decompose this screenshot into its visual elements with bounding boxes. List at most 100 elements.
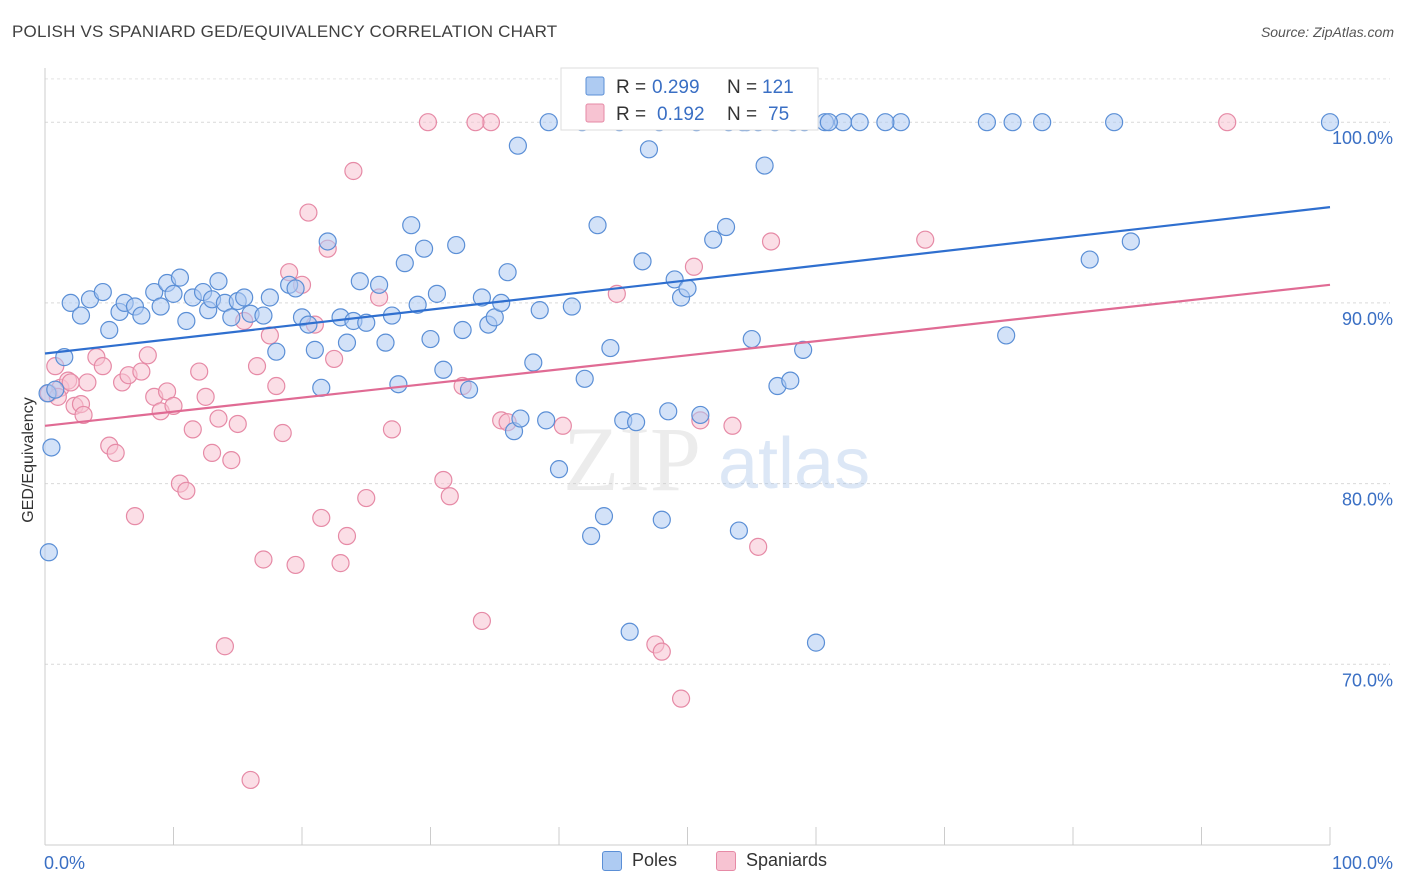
y-tick-label-2: 80.0% bbox=[1342, 490, 1393, 510]
poles-point-14 bbox=[164, 284, 183, 303]
spaniards-point-29 bbox=[228, 414, 247, 434]
spaniards-point-67 bbox=[723, 416, 742, 435]
spaniards-point-22 bbox=[183, 420, 202, 439]
poles-point-56 bbox=[472, 288, 491, 307]
spaniards-point-44 bbox=[325, 349, 344, 369]
spaniards-point-42 bbox=[312, 508, 331, 528]
spaniards-point-54 bbox=[434, 470, 453, 490]
watermark-atlas: atlas bbox=[718, 424, 870, 504]
poles-point-62 bbox=[511, 409, 530, 428]
poles-point-71 bbox=[594, 507, 614, 526]
poles-point-54 bbox=[453, 320, 472, 340]
poles-point-10 bbox=[132, 306, 151, 325]
y-tick-label-0: 100.0% bbox=[1332, 128, 1393, 148]
spaniards-point-50 bbox=[382, 420, 402, 439]
poles-point-16 bbox=[177, 311, 196, 331]
trend-lines bbox=[44, 206, 1331, 427]
legend-spaniards-n-label: N = bbox=[727, 104, 757, 125]
poles-point-25 bbox=[235, 288, 254, 307]
spaniards-point-33 bbox=[254, 550, 273, 569]
tick-labels: 100.0% 90.0% 80.0% 70.0% 0.0% 100.0% bbox=[44, 128, 1393, 873]
poles-point-109 bbox=[1320, 113, 1340, 132]
poles-point-86 bbox=[729, 521, 749, 540]
spaniards-point-10 bbox=[106, 443, 125, 462]
spaniards-point-64 bbox=[671, 689, 691, 708]
spaniards-point-31 bbox=[241, 770, 260, 790]
legend-spaniards-n-value: 75 bbox=[768, 104, 789, 125]
poles-point-38 bbox=[337, 333, 357, 352]
spaniards-point-71 bbox=[1218, 113, 1237, 132]
poles-point-105 bbox=[977, 113, 997, 132]
poles-point-2 bbox=[61, 293, 80, 313]
source-label: Source: ZipAtlas.com bbox=[1260, 24, 1394, 40]
spaniards-point-65 bbox=[684, 257, 704, 276]
watermark: ZIP atlas bbox=[563, 408, 870, 510]
poles-point-48 bbox=[408, 295, 427, 314]
spaniards-point-63 bbox=[652, 642, 671, 661]
poles-point-92 bbox=[806, 633, 826, 652]
poles-point-23 bbox=[222, 308, 241, 327]
poles-point-43 bbox=[376, 333, 395, 352]
poles-point-49 bbox=[414, 239, 434, 258]
spaniards-point-53 bbox=[466, 113, 485, 132]
poles-point-77 bbox=[639, 140, 659, 159]
poles-point-31 bbox=[286, 279, 305, 298]
x-tick-label-0: 0.0% bbox=[44, 853, 85, 873]
spaniards-point-47 bbox=[344, 161, 363, 181]
poles-point-70 bbox=[588, 216, 607, 235]
poles-point-84 bbox=[704, 230, 723, 249]
poles-point-79 bbox=[659, 402, 678, 421]
spaniards-point-32 bbox=[247, 357, 267, 376]
poles-point-46 bbox=[395, 254, 414, 273]
poles-point-83 bbox=[691, 405, 710, 425]
poles-point-104 bbox=[891, 113, 910, 132]
poles-point-93 bbox=[42, 438, 61, 457]
poles-point-65 bbox=[537, 411, 556, 430]
poles-point-94 bbox=[39, 543, 58, 562]
poles-point-67 bbox=[562, 297, 581, 316]
poles-point-121 bbox=[819, 113, 838, 132]
legend-poles-n-value: 121 bbox=[762, 77, 794, 98]
legend-spaniards-swatch bbox=[585, 103, 605, 123]
poles-point-68 bbox=[575, 369, 594, 388]
bottom-legend-poles[interactable]: Poles bbox=[602, 850, 677, 871]
poles-point-34 bbox=[305, 340, 324, 359]
spaniards-point-72 bbox=[74, 405, 93, 425]
legend-spaniards-r-label: R = bbox=[616, 104, 646, 125]
poles-point-88 bbox=[755, 156, 774, 175]
poles-point-69 bbox=[582, 526, 601, 546]
spaniards-point-25 bbox=[202, 443, 222, 462]
poles-point-108 bbox=[1105, 113, 1124, 132]
gridlines bbox=[45, 78, 1390, 665]
legend-poles-r-label: R = bbox=[616, 77, 646, 98]
poles-point-122 bbox=[850, 113, 869, 132]
spaniards-point-28 bbox=[222, 451, 241, 470]
poles-point-66 bbox=[549, 460, 569, 479]
legend-poles-swatch bbox=[585, 76, 605, 96]
legend-box: R = 0.299 N = 121 R = 0.192 N = 75 bbox=[560, 67, 819, 131]
poles-trend-line bbox=[44, 206, 1331, 355]
poles-point-55 bbox=[459, 380, 479, 399]
poles-point-53 bbox=[447, 235, 466, 255]
spaniards-point-21 bbox=[177, 481, 196, 500]
spaniards-point-48 bbox=[357, 488, 376, 508]
poles-point-85 bbox=[716, 217, 736, 237]
poles-point-41 bbox=[357, 313, 376, 332]
axes bbox=[44, 68, 1331, 846]
spaniards-point-15 bbox=[138, 346, 157, 365]
bottom-legend-spaniards[interactable]: Spaniards bbox=[716, 850, 827, 871]
poles-point-116 bbox=[997, 326, 1016, 345]
poles-point-27 bbox=[254, 306, 273, 325]
poles-point-82 bbox=[678, 279, 697, 298]
poles-point-96 bbox=[508, 136, 527, 155]
poles-point-29 bbox=[267, 342, 286, 361]
spaniards-point-23 bbox=[190, 362, 209, 381]
spaniards-legend-label: Spaniards bbox=[746, 850, 828, 870]
spaniards-point-13 bbox=[125, 507, 145, 526]
poles-point-90 bbox=[781, 371, 800, 390]
poles-point-76 bbox=[633, 252, 652, 271]
poles-point-75 bbox=[626, 413, 646, 432]
spaniards-point-14 bbox=[132, 362, 151, 381]
poles-legend-label: Poles bbox=[632, 850, 678, 870]
